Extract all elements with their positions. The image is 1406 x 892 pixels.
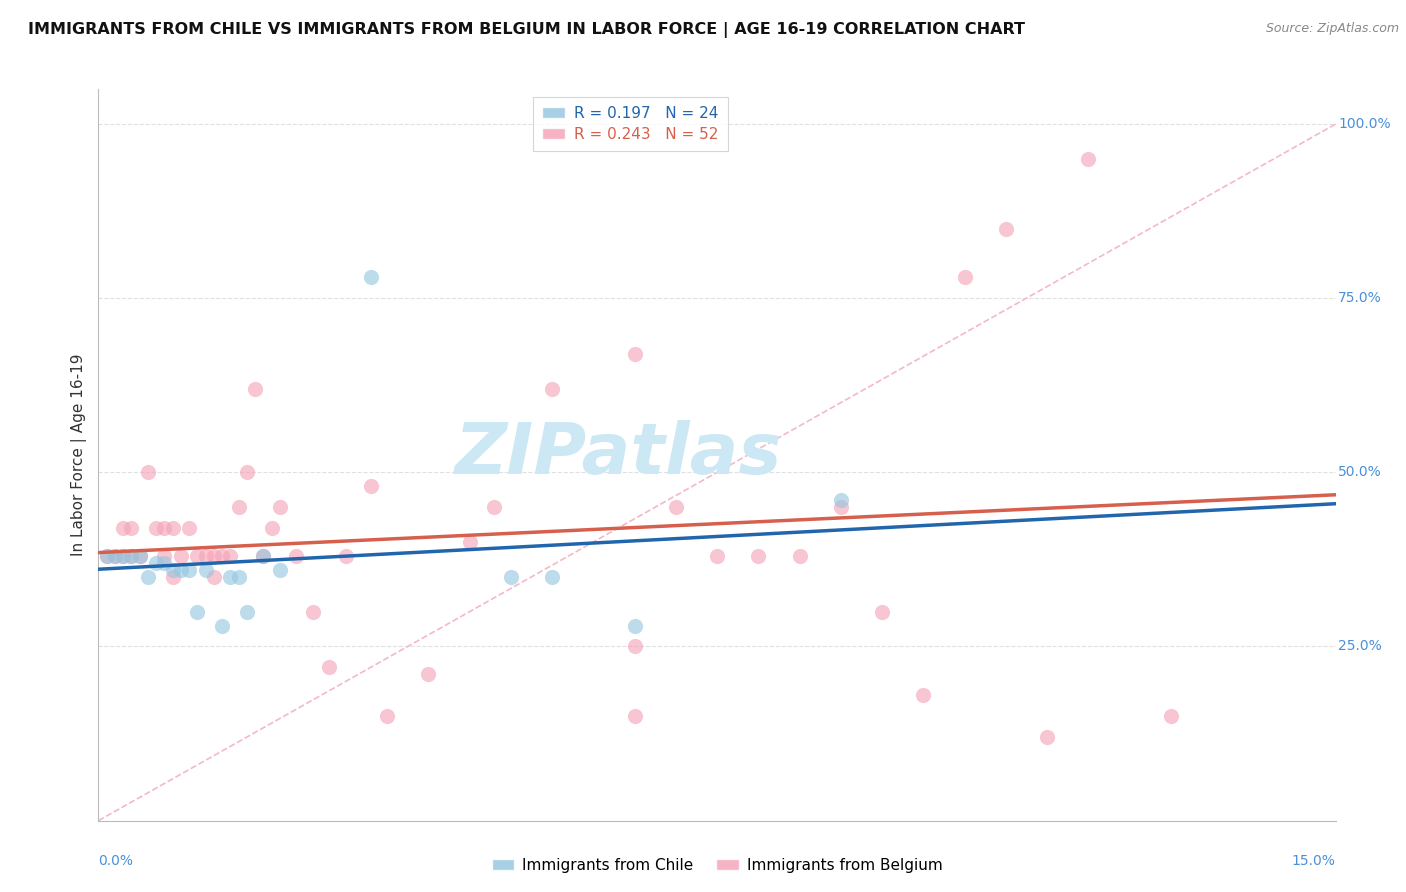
- Point: [104, 549, 127, 563]
- Point: [994, 221, 1017, 235]
- Text: ZIPatlas: ZIPatlas: [454, 420, 782, 490]
- Point: [112, 549, 135, 563]
- Point: [170, 563, 193, 577]
- Point: [541, 382, 564, 396]
- Point: [153, 521, 176, 535]
- Point: [623, 640, 645, 654]
- Point: [145, 521, 167, 535]
- Text: 25.0%: 25.0%: [1339, 640, 1382, 654]
- Point: [112, 521, 135, 535]
- Point: [112, 549, 135, 563]
- Point: [623, 709, 645, 723]
- Point: [269, 500, 291, 515]
- Point: [202, 570, 225, 584]
- Point: [375, 709, 398, 723]
- Point: [194, 563, 217, 577]
- Point: [706, 549, 728, 563]
- Point: [830, 493, 852, 508]
- Point: [623, 347, 645, 361]
- Point: [179, 563, 201, 577]
- Point: [484, 500, 506, 515]
- Point: [243, 382, 266, 396]
- Point: [228, 500, 250, 515]
- Point: [162, 521, 184, 535]
- Point: [360, 270, 382, 285]
- Point: [260, 521, 283, 535]
- Point: [252, 549, 274, 563]
- Point: [162, 570, 184, 584]
- Point: [104, 549, 127, 563]
- Point: [499, 570, 522, 584]
- Point: [136, 466, 159, 480]
- Point: [541, 570, 564, 584]
- Point: [252, 549, 274, 563]
- Point: [186, 549, 208, 563]
- Point: [285, 549, 308, 563]
- Point: [211, 549, 233, 563]
- Point: [153, 549, 176, 563]
- Point: [236, 466, 259, 480]
- Point: [830, 500, 852, 515]
- Point: [318, 660, 340, 674]
- Point: [870, 605, 893, 619]
- Point: [136, 570, 159, 584]
- Text: 75.0%: 75.0%: [1339, 291, 1382, 305]
- Point: [953, 270, 976, 285]
- Point: [120, 521, 142, 535]
- Point: [665, 500, 688, 515]
- Point: [912, 688, 935, 702]
- Point: [128, 549, 150, 563]
- Text: Source: ZipAtlas.com: Source: ZipAtlas.com: [1265, 22, 1399, 36]
- Point: [219, 549, 242, 563]
- Legend: Immigrants from Chile, Immigrants from Belgium: Immigrants from Chile, Immigrants from B…: [485, 852, 949, 879]
- Point: [145, 556, 167, 570]
- Point: [1036, 730, 1059, 744]
- Point: [202, 549, 225, 563]
- Point: [458, 535, 481, 549]
- Text: 15.0%: 15.0%: [1292, 854, 1336, 868]
- Point: [789, 549, 811, 563]
- Point: [170, 549, 193, 563]
- Point: [162, 563, 184, 577]
- Point: [236, 605, 259, 619]
- Point: [302, 605, 325, 619]
- Y-axis label: In Labor Force | Age 16-19: In Labor Force | Age 16-19: [72, 353, 87, 557]
- Point: [128, 549, 150, 563]
- Point: [186, 605, 208, 619]
- Text: 0.0%: 0.0%: [98, 854, 134, 868]
- Point: [747, 549, 769, 563]
- Point: [179, 521, 201, 535]
- Text: IMMIGRANTS FROM CHILE VS IMMIGRANTS FROM BELGIUM IN LABOR FORCE | AGE 16-19 CORR: IMMIGRANTS FROM CHILE VS IMMIGRANTS FROM…: [28, 22, 1025, 38]
- Point: [194, 549, 217, 563]
- Point: [228, 570, 250, 584]
- Point: [120, 549, 142, 563]
- Point: [120, 549, 142, 563]
- Point: [96, 549, 118, 563]
- Text: 50.0%: 50.0%: [1339, 466, 1382, 479]
- Text: 100.0%: 100.0%: [1339, 117, 1391, 131]
- Point: [96, 549, 118, 563]
- Point: [1077, 152, 1099, 166]
- Point: [153, 556, 176, 570]
- Point: [211, 618, 233, 632]
- Point: [360, 479, 382, 493]
- Point: [623, 618, 645, 632]
- Point: [269, 563, 291, 577]
- Point: [219, 570, 242, 584]
- Point: [418, 667, 440, 681]
- Point: [1160, 709, 1182, 723]
- Point: [335, 549, 357, 563]
